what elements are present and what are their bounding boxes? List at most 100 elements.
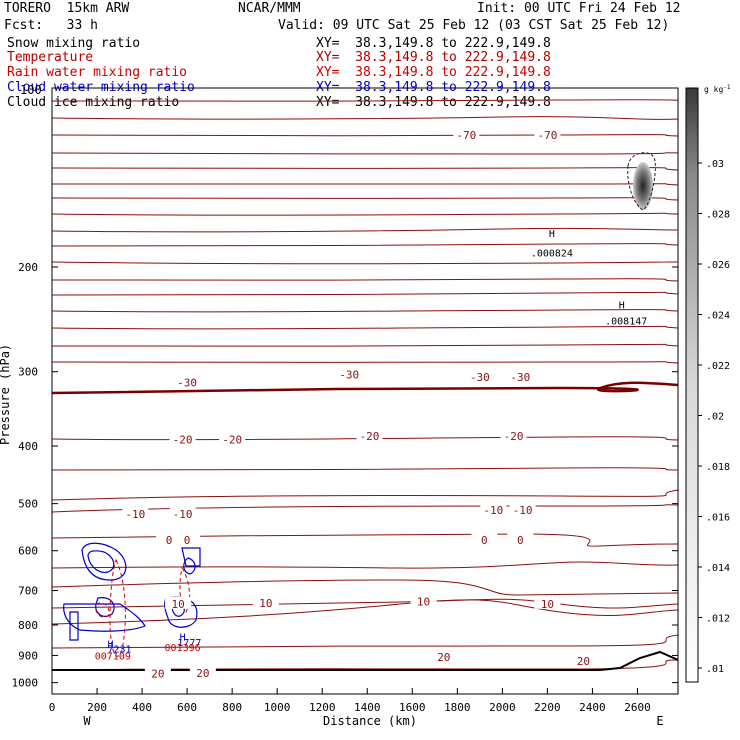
east-label: E [656,714,663,728]
temperature-label: 10 [259,597,272,610]
temperature-label: 20 [577,655,590,668]
temperature-label-bg [174,533,201,546]
temperature-label: -20 [504,430,524,443]
y-tick-label: 600 [18,545,38,558]
y-tick-label: 300 [18,366,38,379]
x-tick-label: 1600 [399,701,426,714]
temperature-label: -30 [470,371,490,384]
temperature-label: 0 [184,534,191,547]
temperature-label: -20 [360,430,380,443]
temperature-label: 0 [481,534,488,547]
field-cloudice-name: Cloud ice mixing ratio [7,95,180,110]
temperature-label-bg [466,369,493,382]
forecast-hour: Fcst: 33 h [4,18,98,33]
y-tick-label: 200 [18,261,38,274]
x-tick-label: 2400 [579,701,606,714]
temperature-label: 0 [166,534,173,547]
temperature-label: 0 [517,534,524,547]
temperature-label-bg [169,506,196,519]
field-cloudwater-name: Cloud water mixing ratio [7,80,195,95]
header: TORERO 15km ARW NCAR/MMM Init: 00 UTC Fr… [0,0,740,112]
temperature-label-bg [534,128,561,141]
x-tick-label: 1800 [444,701,471,714]
temperature-label-bg [507,369,534,382]
x-tick-label: 2200 [534,701,561,714]
temperature-label: 10 [417,595,430,608]
temperature-label-bg [122,506,149,519]
temperature-label-bg [252,596,279,609]
y-axis-title: Pressure (hPa) [0,344,12,445]
field-rain-name: Rain water mixing ratio [7,65,188,80]
maximum-label: H [549,229,555,240]
temperature-label: 10 [171,598,184,611]
x-tick-label: 1400 [354,701,381,714]
temperature-label: -70 [456,129,476,142]
y-tick-label: 1000 [12,677,39,690]
cloud-water-contours [63,542,201,641]
x-tick-label: 800 [222,701,242,714]
temperature-label: -20 [222,433,242,446]
terrain-line [52,650,678,671]
maximum-label: H [619,301,625,312]
y-tick-label: 900 [18,649,38,662]
temperature-label: 20 [196,667,209,680]
maximum-label: H [108,640,114,651]
temperature-label-bg [453,128,480,141]
overlap-label: 100 [20,83,42,97]
snow-shading [627,152,656,211]
field-snow-xy: XY= 38.3,149.8 to 222.9,149.8 [316,36,551,51]
maximum-label: 1777 [177,638,201,649]
plot-frame [51,87,679,695]
maximum-label: .008147 [605,317,647,328]
x-tick-label: 0 [49,701,56,714]
y-tick-label: 800 [18,619,38,632]
temperature-label-bg [534,596,561,609]
colorbar-tick-label: .026 [706,260,730,271]
temperature-label-bg [356,429,383,442]
west-label: W [83,714,91,728]
temperature-label-bg [144,666,171,679]
temperature-label-bg [169,432,196,445]
colorbar: g kg-1 .01 .012 .014 .016 .018 .02 .022 .024 .02… [685,84,731,683]
x-axis: 0 200 400 600 800 1000 1200 1400 1600 1800 2000 220… [49,688,651,714]
temperature-label: -10 [513,504,533,517]
maximum-label: 7231 [108,645,132,656]
temperature-label-bg [174,375,201,388]
colorbar-unit: g kg-1 [704,84,731,94]
field-temperature-name: Temperature [7,50,94,65]
temperature-label-bg [165,596,192,609]
x-tick-label: 2000 [489,701,516,714]
y-tick-label: 700 [18,585,38,598]
temperature-label-bg [480,502,507,515]
zero-degree-contour [52,381,678,395]
x-tick-label: 200 [87,701,107,714]
temperature-label-bg [336,367,363,380]
rain-water-contours [95,558,190,657]
temperature-label: -20 [173,433,193,446]
temperature-label: -30 [177,377,197,390]
temperature-labels: -70 -70-30-30 -30 -30-20 -20 -20 -20-10 -10 -10-… [122,128,597,680]
colorbar-tick-label: .014 [706,563,730,574]
field-rain-xy: XY= 38.3,149.8 to 222.9,149.8 [316,65,551,80]
temperature-label: -30 [339,368,359,381]
colorbar-gradient [685,87,699,683]
temperature-label: -70 [537,129,557,142]
temperature-label-bg [430,650,457,663]
temperature-contours [52,99,678,671]
maximum-label: 007109 [95,652,131,663]
x-tick-label: 2600 [624,701,651,714]
temperature-label-bg [570,654,597,667]
temperature-label-bg [219,432,246,445]
init-time: Init: 00 UTC Fri 24 Feb 12 [477,1,681,16]
x-tick-label: 1000 [264,701,291,714]
temperature-label: 10 [541,598,554,611]
temperature-label: 20 [437,651,450,664]
temperature-label-bg [410,594,437,607]
colorbar-tick-label: .02 [706,412,724,423]
temperature-label: -10 [173,508,193,521]
colorbar-tick-label: .022 [706,361,730,372]
temperature-label: -30 [510,371,530,384]
